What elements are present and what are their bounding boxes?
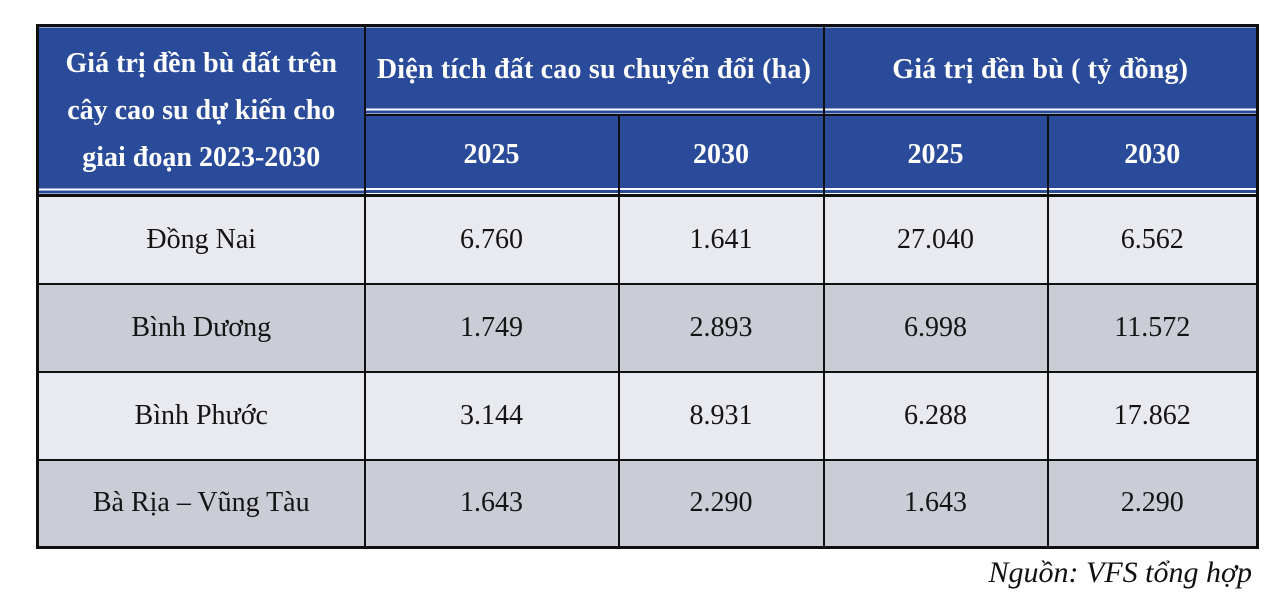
value-cell: 2.893 bbox=[617, 282, 825, 373]
year-header-value-2030: 2030 bbox=[1046, 114, 1259, 197]
value-cell: 1.641 bbox=[617, 194, 825, 285]
year-header-value-2025: 2025 bbox=[822, 114, 1049, 197]
table-row-ba-ria-vung-tau: Bà Rịa – Vũng Tàu 1.643 2.290 1.643 2.29… bbox=[36, 458, 1259, 549]
value-cell: 3.144 bbox=[363, 370, 620, 461]
province-name: Bình Phước bbox=[36, 370, 366, 461]
province-name: Bà Rịa – Vũng Tàu bbox=[36, 458, 366, 549]
header-group-row: Giá trị đền bù đất trên cây cao su dự ki… bbox=[36, 25, 1259, 197]
value-cell: 6.288 bbox=[822, 370, 1049, 461]
value-cell: 27.040 bbox=[822, 194, 1049, 285]
value-cell: 1.643 bbox=[363, 458, 620, 549]
source-note: Nguồn: VFS tổng hợp bbox=[988, 556, 1253, 589]
table-row-binh-duong: Bình Dương 1.749 2.893 6.998 11.572 bbox=[36, 282, 1259, 373]
table-row-dong-nai: Đồng Nai 6.760 1.641 27.040 6.562 bbox=[36, 194, 1259, 285]
value-cell: 6.562 bbox=[1046, 194, 1259, 285]
header-year-row: 2025 2030 2025 2030 bbox=[38, 114, 1259, 197]
value-cell: 2.290 bbox=[1046, 458, 1259, 549]
value-cell: 1.749 bbox=[363, 282, 620, 373]
group-header-compensation-value: Giá trị đền bù ( tỷ đồng) bbox=[822, 25, 1259, 116]
year-header-area-2030: 2030 bbox=[617, 114, 825, 197]
compensation-table: Giá trị đền bù đất trên cây cao su dự ki… bbox=[36, 24, 1259, 549]
value-cell: 2.290 bbox=[617, 458, 825, 549]
province-name: Bình Dương bbox=[36, 282, 366, 373]
value-cell: 6.998 bbox=[822, 282, 1049, 373]
value-cell: 17.862 bbox=[1046, 370, 1259, 461]
group-header-converted-area: Diện tích đất cao su chuyển đổi (ha) bbox=[363, 25, 825, 116]
corner-header-line-2: cây cao su dự kiến cho bbox=[67, 95, 336, 126]
value-cell: 11.572 bbox=[1046, 282, 1259, 373]
corner-header-title: Giá trị đền bù đất trên cây cao su dự ki… bbox=[36, 25, 366, 197]
table-row-binh-phuoc: Bình Phước 3.144 8.931 6.288 17.862 bbox=[36, 370, 1259, 461]
province-name: Đồng Nai bbox=[36, 194, 366, 285]
value-cell: 8.931 bbox=[617, 370, 825, 461]
value-cell: 6.760 bbox=[363, 194, 620, 285]
corner-header-line-3: giai đoạn 2023-2030 bbox=[82, 142, 321, 173]
corner-header-line-1: Giá trị đền bù đất trên bbox=[65, 48, 337, 79]
value-cell: 1.643 bbox=[822, 458, 1049, 549]
year-header-area-2025: 2025 bbox=[363, 114, 620, 197]
